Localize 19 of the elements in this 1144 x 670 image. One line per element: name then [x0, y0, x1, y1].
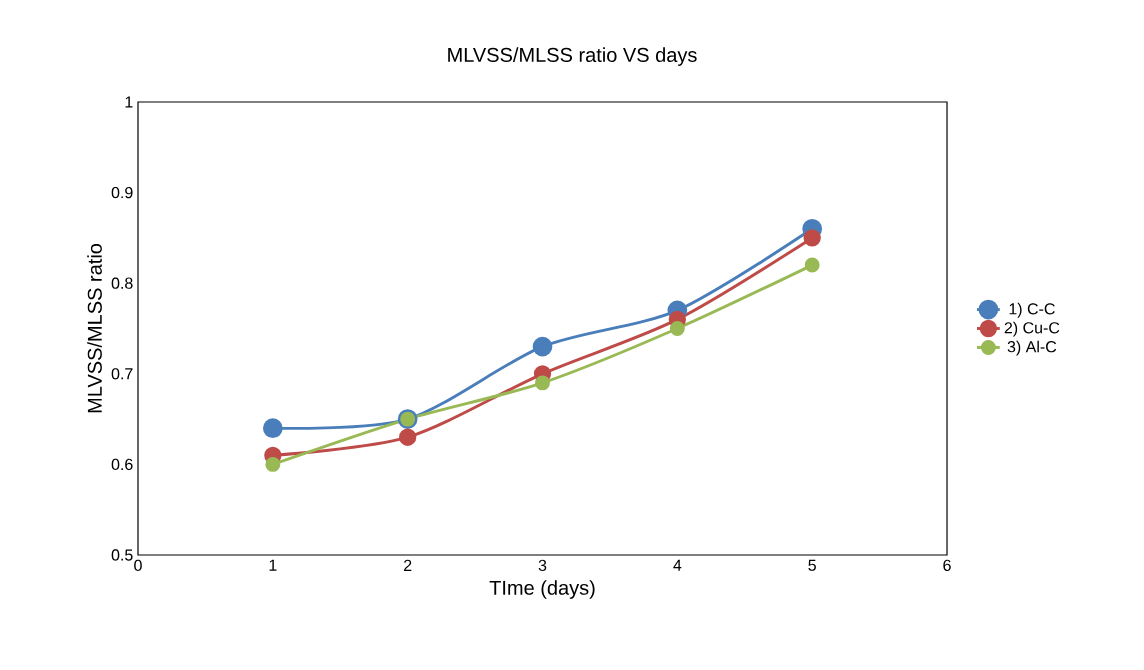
x-axis-title: TIme (days): [489, 580, 595, 599]
y-tick-label: 0.8: [111, 277, 133, 289]
legend-label: 3) Al-C: [1007, 340, 1057, 356]
x-tick-label: 4: [673, 559, 682, 571]
legend-label: 1) C-C: [1009, 302, 1055, 318]
y-tick-label: 0.6: [111, 458, 133, 471]
x-tick-label: 3: [538, 559, 547, 572]
chart-title: MLVSS/MLSS ratio VS days: [448, 47, 697, 66]
y-tick-label: 1: [125, 96, 133, 108]
y-tick-label: 0.5: [111, 549, 133, 561]
x-tick-label: 0: [134, 559, 142, 572]
x-tick-label: 2: [404, 559, 412, 571]
y-tick-label: 0.7: [111, 368, 133, 380]
y-axis-title: MLVSS/MLSS ratio: [87, 243, 102, 413]
x-tick-label: 1: [269, 559, 277, 571]
y-tick-label: 0.9: [111, 186, 133, 199]
x-tick-label: 6: [943, 559, 951, 572]
legend-label: 2) Cu-C: [1004, 321, 1060, 337]
x-tick-label: 5: [808, 559, 816, 571]
